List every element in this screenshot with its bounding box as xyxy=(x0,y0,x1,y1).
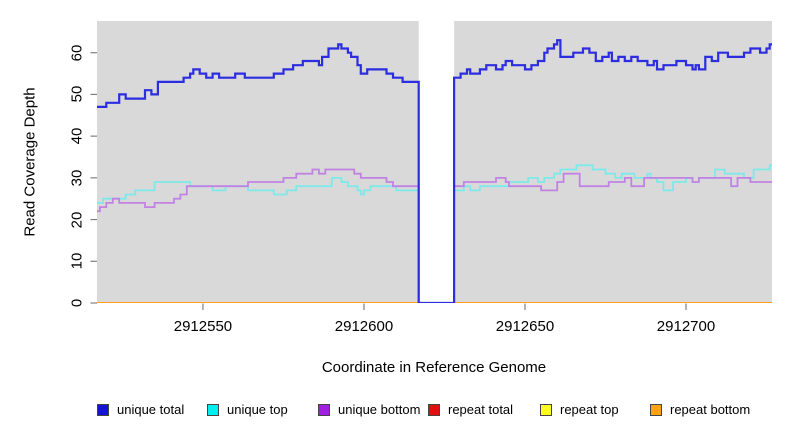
legend-swatch-icon xyxy=(97,403,109,416)
legend-item-repeat-top: repeat top xyxy=(540,402,619,417)
y-tick-label: 30 xyxy=(68,169,86,187)
legend-item-repeat-total: repeat total xyxy=(428,402,513,417)
legend-item-unique-bottom: unique bottom xyxy=(318,402,420,417)
series-line-unique-total xyxy=(97,39,772,303)
legend-item-unique-top: unique top xyxy=(207,402,288,417)
legend-swatch-icon xyxy=(318,403,330,416)
y-tick-label: 50 xyxy=(68,86,86,103)
legend-swatch-icon xyxy=(428,403,440,416)
y-tick-label: 60 xyxy=(68,44,86,62)
legend-label: unique bottom xyxy=(338,402,421,417)
legend-label: repeat top xyxy=(560,402,619,417)
legend-swatch-icon xyxy=(540,403,552,416)
series-line-unique-top xyxy=(97,164,772,303)
x-tick-label: 2912650 xyxy=(495,318,555,335)
series-line-unique-bottom xyxy=(97,168,772,303)
y-tick-label: 40 xyxy=(68,127,86,145)
y-tick-label: 20 xyxy=(68,211,86,228)
x-tick-label: 2912600 xyxy=(334,318,394,335)
legend-label: unique top xyxy=(227,402,288,417)
x-tick-label: 2912700 xyxy=(656,318,716,335)
legend-label: unique total xyxy=(117,402,185,417)
legend-swatch-icon xyxy=(650,403,662,416)
coverage-gap-band xyxy=(418,21,455,303)
y-tick-label: 10 xyxy=(68,252,86,270)
x-axis-title: Coordinate in Reference Genome xyxy=(321,359,547,376)
legend-swatch-icon xyxy=(207,403,219,416)
y-tick-label: 0 xyxy=(68,298,86,308)
legend-label: repeat total xyxy=(448,402,514,417)
x-tick-label: 2912550 xyxy=(173,318,233,335)
legend-item-repeat-bottom: repeat bottom xyxy=(650,402,750,417)
legend-item-unique-total: unique total xyxy=(97,402,184,417)
legend-label: repeat bottom xyxy=(670,402,751,417)
y-axis-title: Read Coverage Depth xyxy=(21,87,39,237)
